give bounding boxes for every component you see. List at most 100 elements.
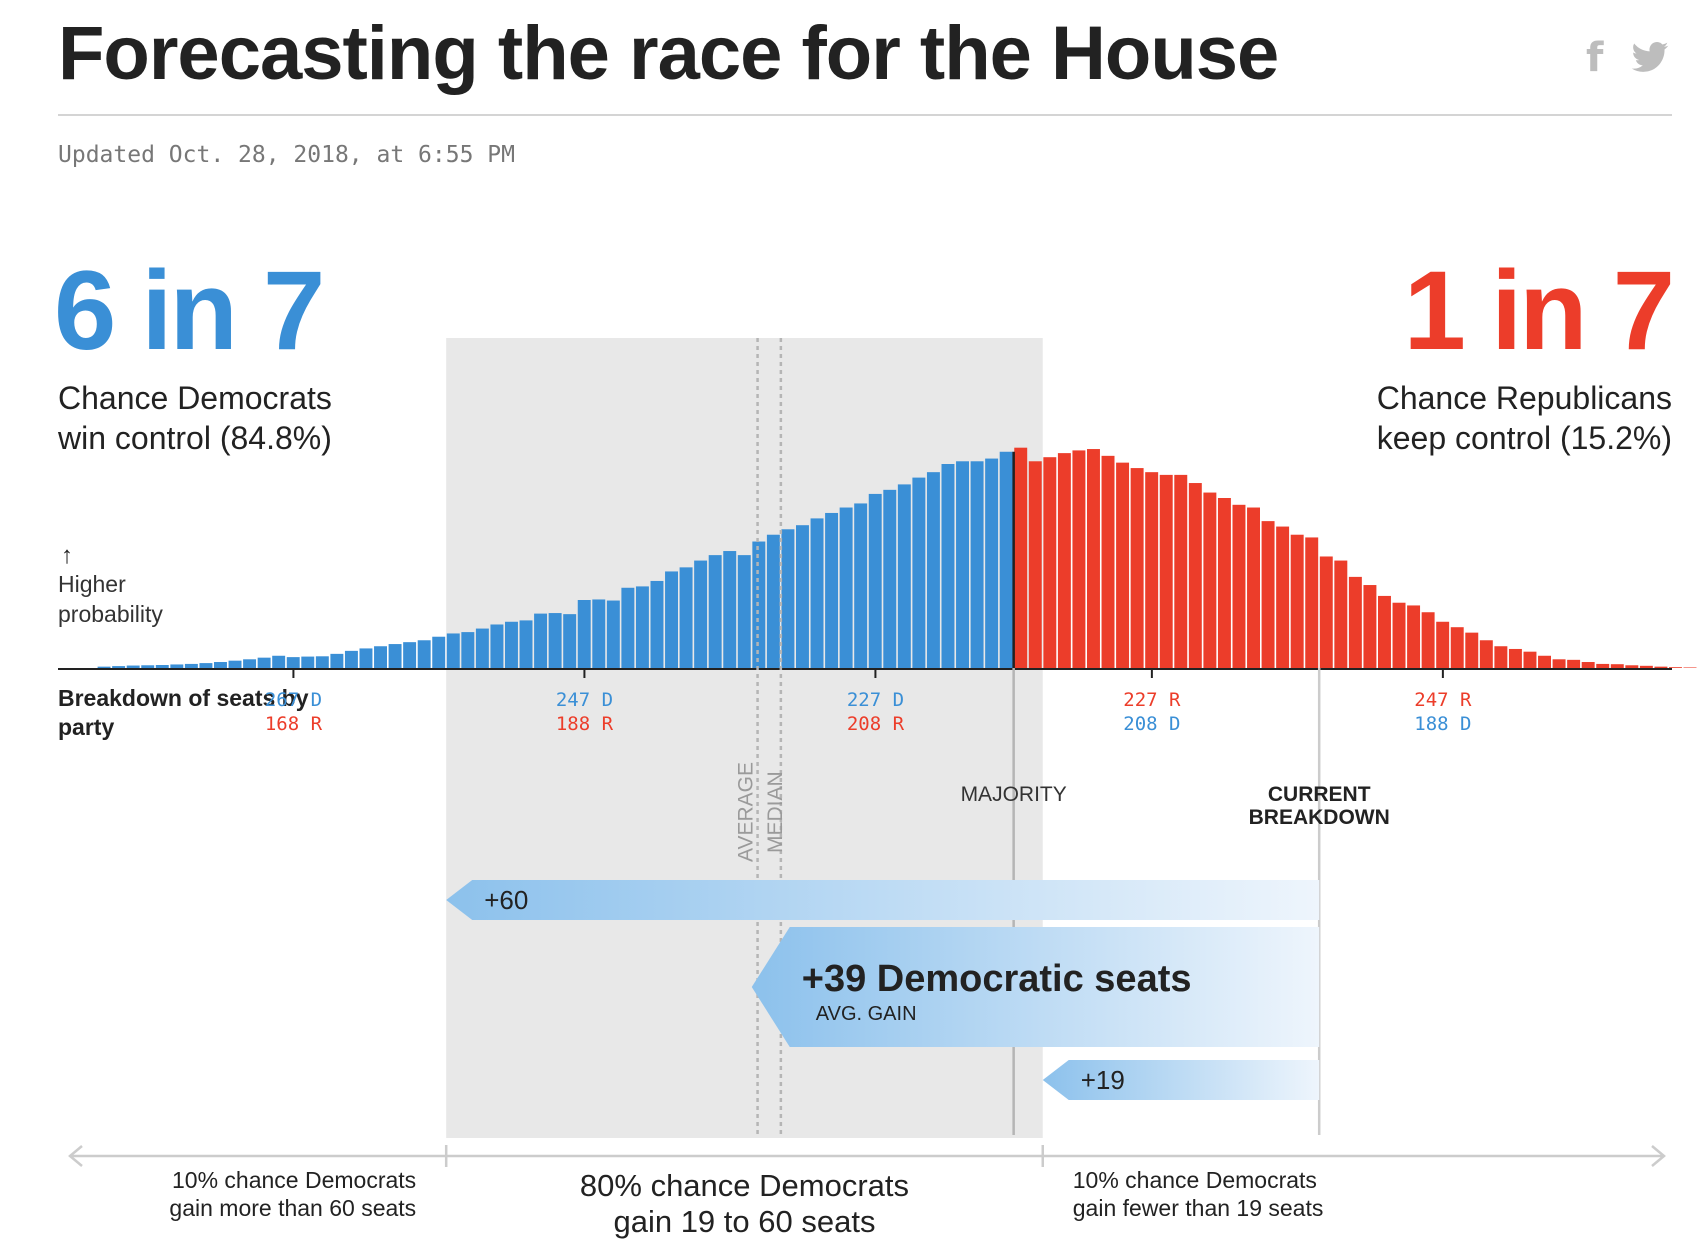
outcome-middle-line1: 80% chance Democrats [580, 1168, 909, 1203]
x-tick-label-4-line2: 188 D [1414, 713, 1471, 735]
bar-225-dem-seats [897, 484, 911, 668]
x-tick-label-1-line2: 188 R [556, 713, 614, 735]
y-axis-label-line1: Higher [58, 571, 126, 597]
bar-203-dem-seats [1217, 498, 1231, 668]
bar-244-dem-seats [621, 587, 635, 668]
bar-217-dem-seats [1014, 447, 1028, 668]
bar-224-dem-seats [912, 477, 926, 668]
majority-label: MAJORITY [961, 783, 1067, 806]
x-tick-label-0-line2: 168 R [265, 713, 323, 735]
bar-206-dem-seats [1174, 474, 1188, 668]
outcome-right-line2: gain fewer than 19 seats [1073, 1195, 1324, 1221]
outcome-right-line1: 10% chance Democrats [1073, 1167, 1317, 1193]
gain-label-avg: +39 Democratic seats [802, 958, 1192, 1000]
bar-194-dem-seats [1348, 576, 1362, 668]
updated-timestamp: Updated Oct. 28, 2018, at 6:55 PM [58, 142, 515, 168]
bar-250-dem-seats [534, 613, 548, 668]
bar-270-dem-seats [243, 659, 257, 668]
bar-195-dem-seats [1334, 560, 1348, 668]
bar-275-dem-seats [170, 664, 184, 668]
bar-228-dem-seats [854, 503, 868, 668]
bar-174-dem-seats [1639, 665, 1653, 668]
bar-234-dem-seats [766, 534, 780, 668]
bar-254-dem-seats [475, 628, 489, 668]
bar-235-dem-seats [752, 541, 766, 668]
current-breakdown-label-line1: CURRENT [1268, 783, 1371, 806]
bar-278-dem-seats [126, 665, 140, 668]
bar-218-dem-seats [999, 451, 1013, 668]
bar-226-dem-seats [883, 489, 897, 668]
bar-209-dem-seats [1130, 468, 1144, 668]
bar-272-dem-seats [214, 662, 227, 668]
bar-223-dem-seats [926, 472, 940, 668]
bar-185-dem-seats [1479, 640, 1493, 668]
bar-253-dem-seats [490, 624, 504, 668]
bar-201-dem-seats [1247, 507, 1260, 668]
bar-233-dem-seats [781, 529, 795, 668]
bar-173-dem-seats [1654, 666, 1668, 668]
bar-221-dem-seats [956, 461, 969, 668]
bar-196-dem-seats [1319, 556, 1333, 668]
bar-181-dem-seats [1538, 655, 1551, 668]
bar-262-dem-seats [359, 648, 373, 668]
bar-242-dem-seats [650, 580, 664, 668]
bar-211-dem-seats [1101, 455, 1115, 668]
outcome-range-left-arrow [68, 1145, 83, 1167]
facebook-icon[interactable]: f [1586, 35, 1604, 81]
bar-190-dem-seats [1407, 605, 1421, 668]
bar-176-dem-seats [1610, 664, 1624, 668]
gain-arrow-low [1042, 1060, 1320, 1100]
bar-248-dem-seats [563, 614, 577, 668]
bar-247-dem-seats [577, 600, 591, 668]
bar-198-dem-seats [1290, 534, 1304, 668]
bar-264-dem-seats [330, 653, 344, 668]
x-tick-label-1-line1: 247 D [556, 689, 613, 711]
x-tick-label-2-line2: 208 R [847, 713, 905, 735]
bar-184-dem-seats [1494, 646, 1508, 668]
bar-199-dem-seats [1276, 526, 1290, 668]
bar-187-dem-seats [1450, 627, 1464, 668]
x-tick-label-2-line1: 227 D [847, 689, 904, 711]
bar-271-dem-seats [228, 660, 242, 668]
bar-276-dem-seats [155, 665, 169, 668]
rep-chance-line1: Chance Republicans [1376, 380, 1672, 416]
bar-268-dem-seats [272, 655, 286, 668]
rep-chance-text: Chance Republicans keep control (15.2%) [1377, 378, 1672, 458]
bar-280-dem-seats [97, 666, 111, 668]
bar-260-dem-seats [388, 644, 402, 668]
bar-269-dem-seats [257, 657, 271, 668]
x-tick-label-4-line1: 247 R [1414, 689, 1472, 711]
bar-273-dem-seats [199, 663, 213, 668]
bar-186-dem-seats [1465, 632, 1479, 668]
bar-267-dem-seats [286, 657, 300, 668]
bar-191-dem-seats [1392, 602, 1406, 668]
x-tick-label-3-line2: 208 D [1123, 713, 1180, 735]
bar-205-dem-seats [1188, 483, 1202, 668]
bar-197-dem-seats [1305, 537, 1319, 668]
bar-241-dem-seats [665, 571, 678, 668]
bar-193-dem-seats [1363, 585, 1377, 668]
twitter-icon[interactable] [1630, 38, 1670, 78]
bar-249-dem-seats [548, 613, 562, 668]
bar-215-dem-seats [1043, 457, 1057, 668]
outcome-range-right-arrow [1651, 1145, 1666, 1167]
bar-219-dem-seats [985, 458, 999, 668]
x-axis-label-line2: party [58, 714, 114, 740]
bar-212-dem-seats [1087, 449, 1100, 668]
outcome-left-line2: gain more than 60 seats [169, 1195, 416, 1221]
current-breakdown-label-line2: BREAKDOWN [1249, 806, 1390, 829]
dem-chance-line2: win control (84.8%) [58, 420, 332, 456]
bar-251-dem-seats [519, 620, 533, 668]
bar-172-dem-seats [1669, 667, 1682, 668]
bar-252-dem-seats [505, 621, 518, 668]
bar-214-dem-seats [1057, 453, 1071, 668]
bar-230-dem-seats [825, 512, 839, 668]
bar-263-dem-seats [344, 650, 358, 668]
bar-243-dem-seats [635, 586, 649, 668]
bar-259-dem-seats [403, 642, 417, 668]
bar-182-dem-seats [1523, 651, 1537, 668]
bar-240-dem-seats [679, 567, 693, 668]
dem-chance-text: Chance Democrats win control (84.8%) [58, 378, 332, 458]
gain-label-low: +19 [1081, 1065, 1125, 1095]
bar-207-dem-seats [1159, 474, 1173, 668]
